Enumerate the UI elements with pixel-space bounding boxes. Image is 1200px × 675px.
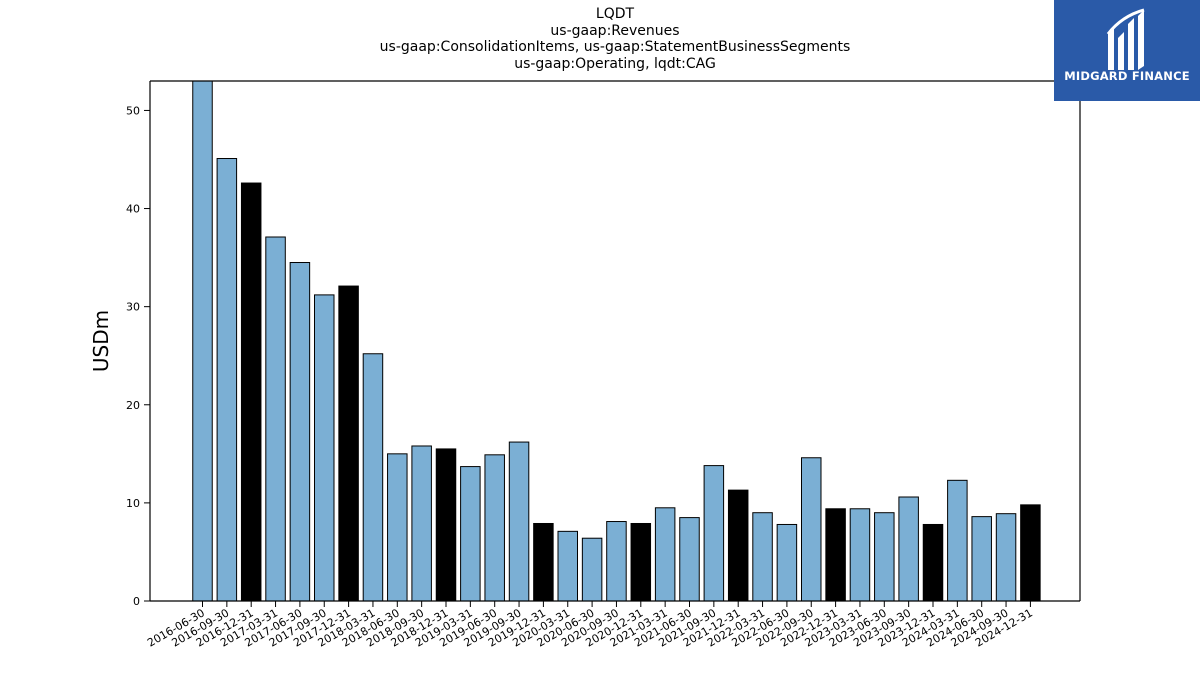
bar bbox=[338, 285, 359, 602]
bar bbox=[630, 522, 652, 602]
bar bbox=[922, 523, 944, 602]
bar bbox=[654, 507, 676, 602]
bar bbox=[557, 530, 578, 602]
logo-text: MIDGARD FINANCE bbox=[1064, 69, 1190, 83]
bar bbox=[971, 516, 992, 602]
bar bbox=[508, 441, 530, 602]
y-tick-label: 20 bbox=[126, 399, 140, 412]
bar bbox=[995, 513, 1017, 602]
chart-title: LQDT us-gaap:Revenues us-gaap:Consolidat… bbox=[150, 6, 1080, 72]
bar bbox=[460, 466, 481, 602]
bar bbox=[314, 294, 335, 602]
bar bbox=[387, 453, 408, 602]
bar bbox=[411, 445, 432, 602]
y-tick-label: 30 bbox=[126, 301, 140, 314]
bar bbox=[703, 465, 725, 602]
bar bbox=[362, 353, 384, 602]
bar bbox=[265, 236, 286, 602]
bar bbox=[192, 80, 213, 602]
bar bbox=[727, 489, 749, 602]
bar bbox=[898, 496, 919, 602]
chart-title-line-3: us-gaap:ConsolidationItems, us-gaap:Stat… bbox=[379, 39, 851, 55]
midgard-logo-icon bbox=[1106, 8, 1145, 70]
y-tick-label: 10 bbox=[126, 497, 140, 510]
y-tick-label: 40 bbox=[126, 203, 140, 216]
bar bbox=[801, 457, 822, 602]
bar bbox=[240, 182, 262, 602]
bar bbox=[435, 448, 457, 602]
bar bbox=[484, 454, 505, 602]
bar bbox=[606, 521, 627, 602]
bar bbox=[849, 508, 871, 602]
bar bbox=[679, 517, 700, 602]
bar bbox=[752, 512, 773, 602]
bar bbox=[947, 479, 968, 602]
bar bbox=[289, 262, 311, 602]
y-tick-label: 0 bbox=[133, 595, 140, 608]
chart-title-line-4: us-gaap:Operating, lqdt:CAG bbox=[514, 55, 716, 72]
midgard-finance-logo: MIDGARD FINANCE bbox=[1054, 0, 1200, 101]
bar bbox=[1020, 504, 1041, 602]
bar bbox=[825, 508, 846, 602]
chart-title-line-2: us-gaap:Revenues bbox=[550, 22, 680, 39]
bar bbox=[776, 523, 798, 602]
bar bbox=[533, 522, 554, 602]
y-tick-label: 50 bbox=[126, 104, 140, 117]
bar bbox=[581, 537, 603, 602]
chart-title-line-1: LQDT bbox=[595, 6, 635, 22]
bar bbox=[874, 512, 895, 602]
bar bbox=[216, 158, 238, 602]
y-axis-label: USDm bbox=[89, 310, 113, 372]
